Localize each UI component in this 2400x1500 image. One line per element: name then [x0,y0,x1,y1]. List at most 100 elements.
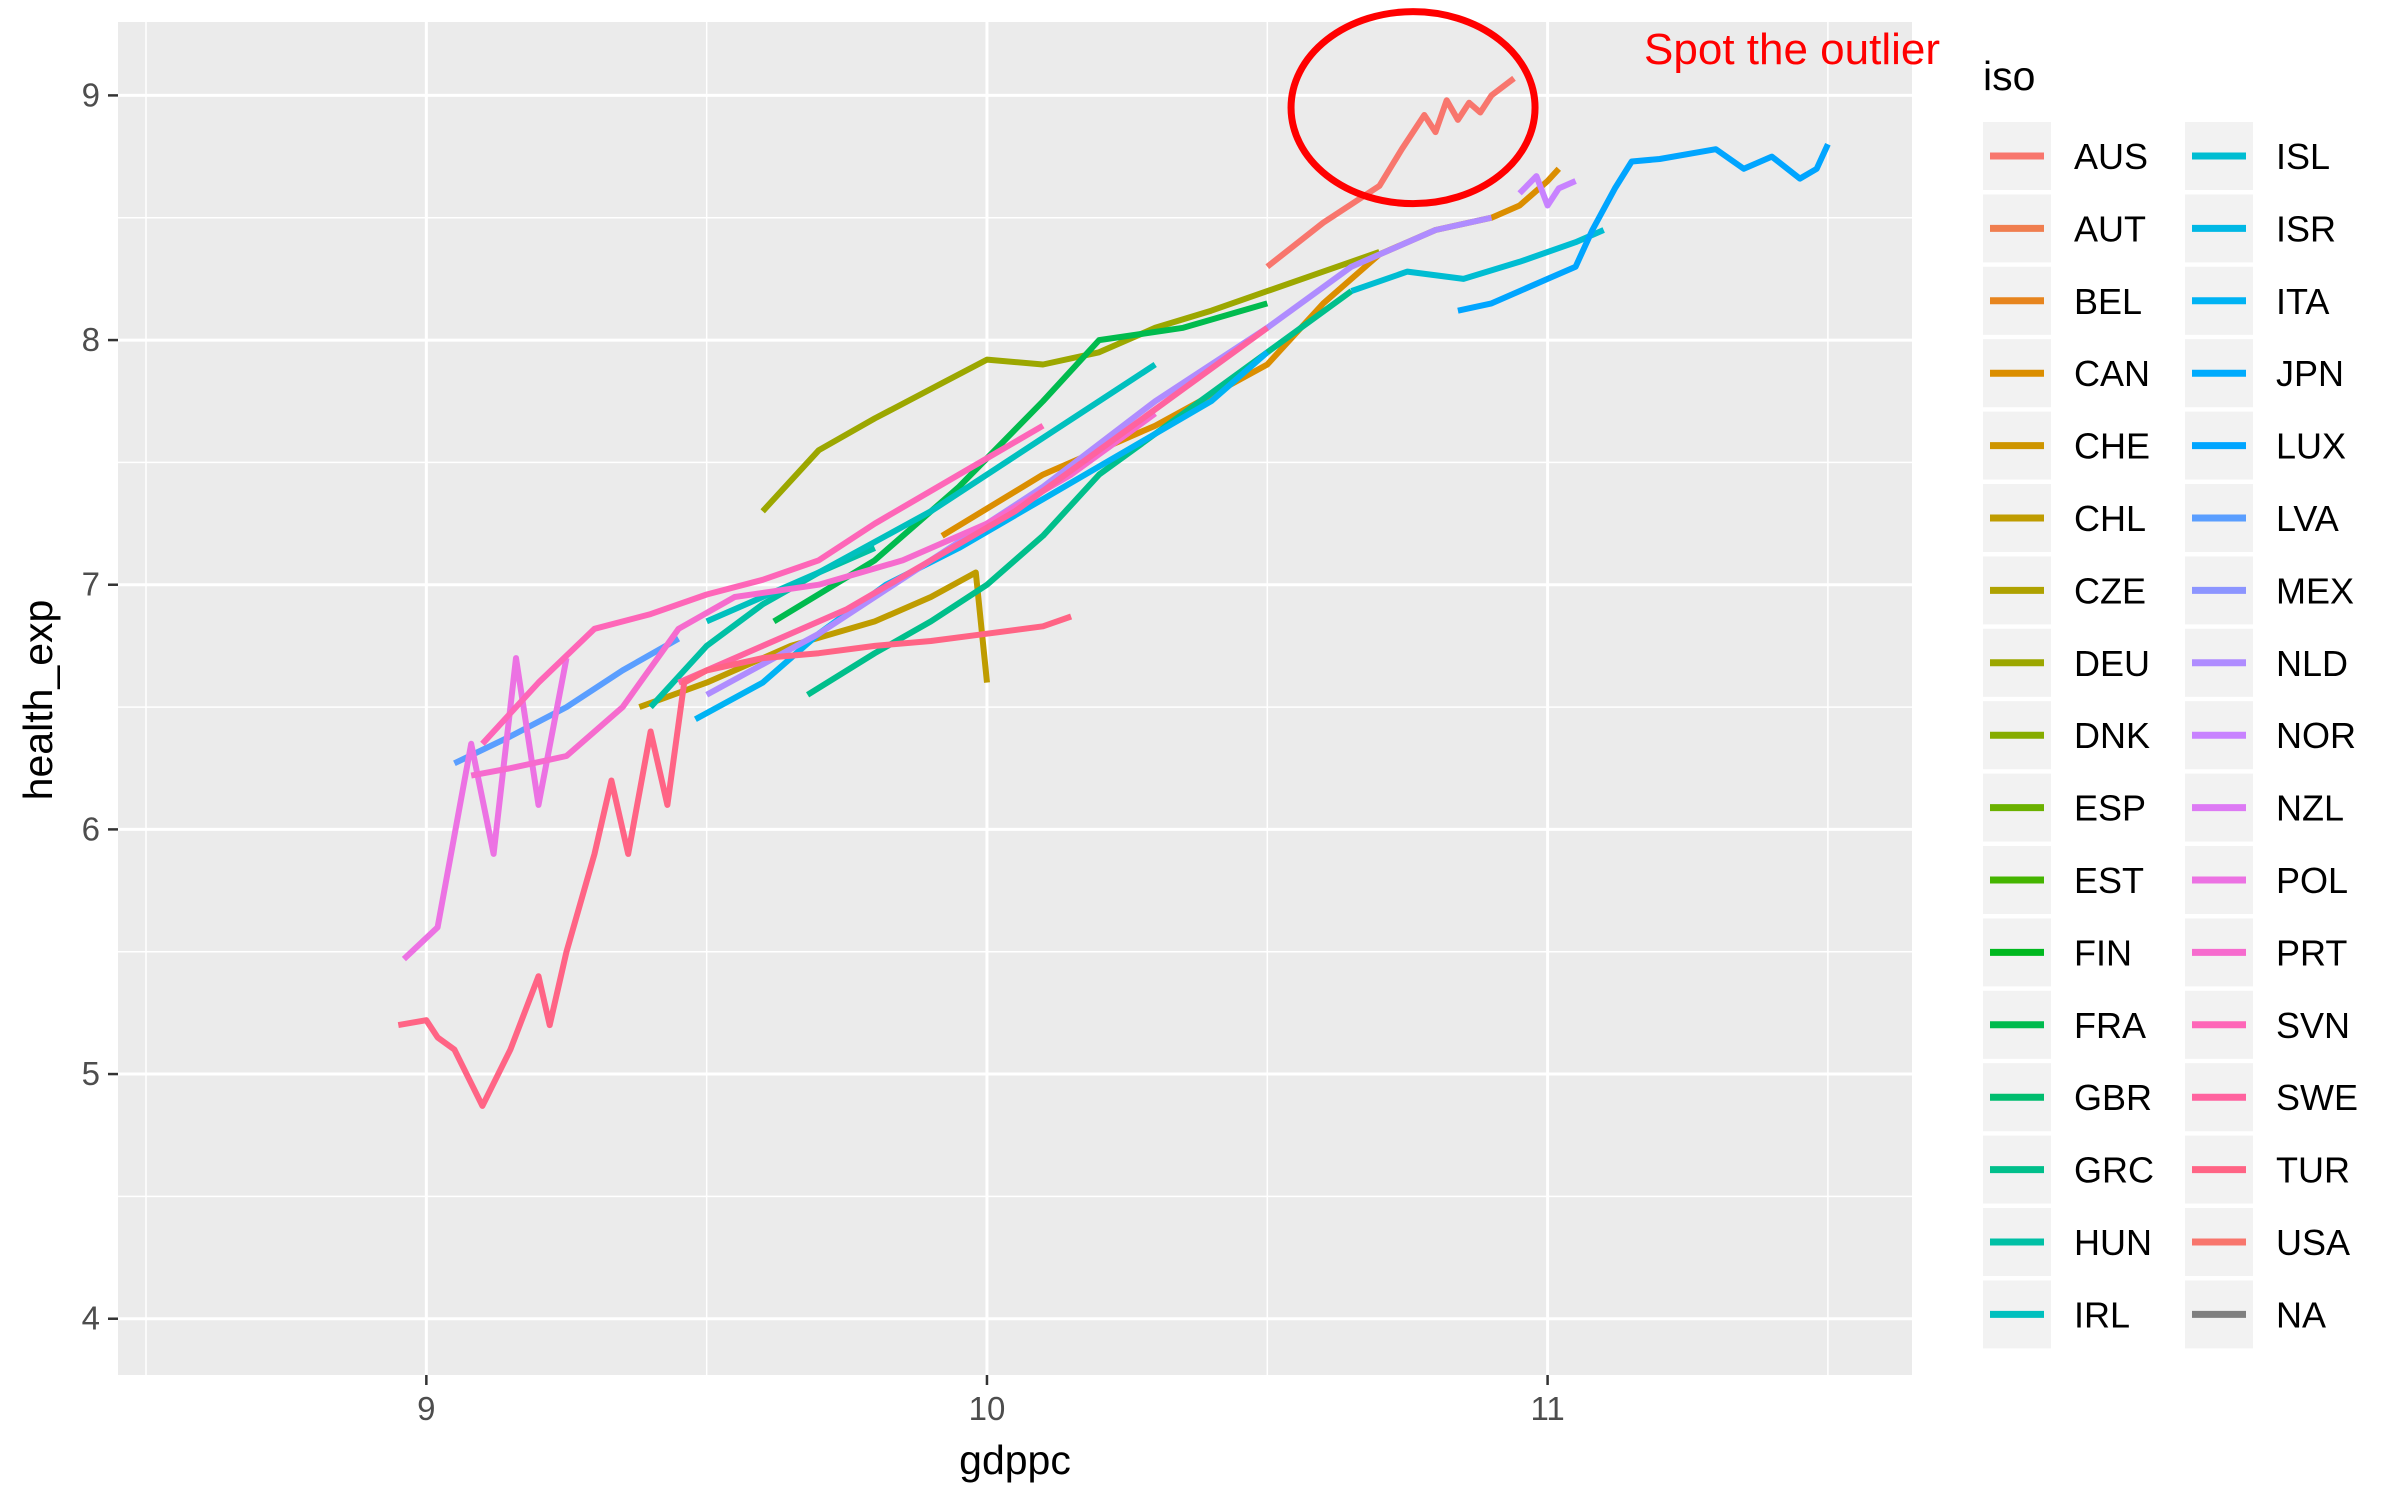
legend-label: EST [2074,860,2144,901]
y-tick-label: 5 [82,1055,100,1092]
legend-item-aus: AUS [1983,122,2148,190]
legend-label: CZE [2074,570,2146,611]
legend-label: FRA [2074,1005,2146,1046]
legend-item-isr: ISR [2185,194,2336,263]
legend-item-can: CAN [1983,339,2150,408]
legend-label: MEX [2276,570,2354,611]
legend-label: LUX [2276,426,2346,467]
axes: 9 10 11 4 5 6 7 8 9 [82,76,1565,1427]
legend-label: POL [2276,860,2348,901]
legend-item-che: CHE [1983,411,2150,480]
legend-item-jpn: JPN [2185,339,2344,408]
legend-label: BEL [2074,281,2142,322]
legend-label: CHL [2074,498,2146,539]
legend-item-ita: ITA [2185,266,2329,335]
legend-label: NLD [2276,643,2348,684]
series-line-chl [638,569,990,710]
legend-label: DEU [2074,643,2150,684]
legend-label: CAN [2074,353,2150,394]
series-line-tur [397,613,1073,1109]
legend-item-hun: HUN [1983,1208,2152,1276]
legend-item-irl: IRL [1983,1280,2130,1349]
legend-label: GBR [2074,1077,2152,1118]
legend-item-lva: LVA [2185,484,2339,552]
y-axis-title: health_exp [15,600,61,801]
panel-background [118,22,1912,1375]
series-line-prt [470,411,1157,779]
annotation-text: Spot the outlier [1644,25,1940,74]
legend-label: NA [2276,1294,2326,1335]
legend-label: NZL [2276,788,2344,829]
series-line-fra [772,300,1269,624]
legend-label: SVN [2276,1005,2350,1046]
legend-label: USA [2276,1222,2350,1263]
y-tick-label: 6 [82,810,100,847]
legend-label: ISR [2276,208,2336,249]
legend-item-deu: DEU [1983,628,2150,697]
legend-label: AUT [2074,208,2146,249]
legend-label: LVA [2276,498,2339,539]
legend-label: SWE [2276,1077,2358,1118]
legend-label: GRC [2074,1150,2154,1191]
legend-item-nor: NOR [2185,701,2356,770]
legend: iso AUS AUT BEL CAN CHE CHL CZE DEU DNK ESP EST FIN… [1983,53,2358,1349]
legend-label: ITA [2276,281,2329,322]
legend-label: TUR [2276,1150,2350,1191]
legend-item-pol: POL [2185,846,2348,914]
legend-item-nzl: NZL [2185,773,2344,842]
legend-item-fra: FRA [1983,990,2146,1059]
series-line-nor [1517,173,1577,209]
outlier-highlight-circle [1287,8,1539,208]
series-line-lva [453,635,681,767]
legend-label: ISL [2276,136,2330,177]
legend-label: NOR [2276,715,2356,756]
grid [118,22,1912,1375]
legend-item-bel: BEL [1983,266,2142,335]
legend-label: PRT [2276,932,2347,973]
y-tick-label: 7 [82,566,100,603]
legend-item-svn: SVN [2185,990,2350,1059]
annotation-layer: Spot the outlier [1287,8,1940,208]
legend-item-grc: GRC [1983,1135,2154,1204]
legend-label: FIN [2074,932,2132,973]
series-line-swe [677,325,1270,686]
x-tick-label: 11 [1530,1390,1564,1427]
legend-item-dnk: DNK [1983,701,2150,770]
legend-label: CHE [2074,426,2150,467]
legend-item-fin: FIN [1983,918,2132,987]
series-line-ita [693,350,1270,722]
legend-item-lux: LUX [2185,411,2346,480]
legend-item-chl: CHL [1983,484,2146,552]
series-line-pol [401,655,570,962]
y-tick-label: 4 [82,1300,100,1337]
legend-title: iso [1983,53,2035,99]
series-line-svn [480,423,1045,746]
legend-label: JPN [2276,353,2344,394]
legend-item-na: NA [2185,1280,2326,1349]
legend-item-isl: ISL [2185,122,2330,190]
legend-items: AUS AUT BEL CAN CHE CHL CZE DEU DNK ESP EST FIN FRA G… [1983,122,2358,1349]
legend-item-aut: AUT [1983,194,2146,263]
legend-item-esp: ESP [1983,773,2146,842]
x-axis-title: gdppc [959,1437,1071,1483]
legend-label: AUS [2074,136,2148,177]
series-line-usa [1265,75,1516,270]
legend-item-usa: USA [2185,1208,2350,1276]
legend-item-swe: SWE [2185,1063,2358,1132]
legend-item-prt: PRT [2185,918,2347,987]
x-tick-label: 9 [417,1390,435,1427]
series-line-nld [705,214,1493,698]
legend-label: DNK [2074,715,2150,756]
legend-item-tur: TUR [2185,1135,2350,1204]
series-line-isl [1350,227,1605,294]
series-line-lux [1457,143,1831,314]
x-tick-label: 10 [969,1390,1006,1427]
legend-item-gbr: GBR [1983,1063,2152,1132]
legend-item-mex: MEX [2185,556,2354,625]
legend-item-cze: CZE [1983,556,2146,625]
y-tick-label: 9 [82,76,100,113]
y-tick-label: 8 [82,321,100,358]
legend-label: HUN [2074,1222,2152,1263]
series-layer [397,75,1831,1109]
